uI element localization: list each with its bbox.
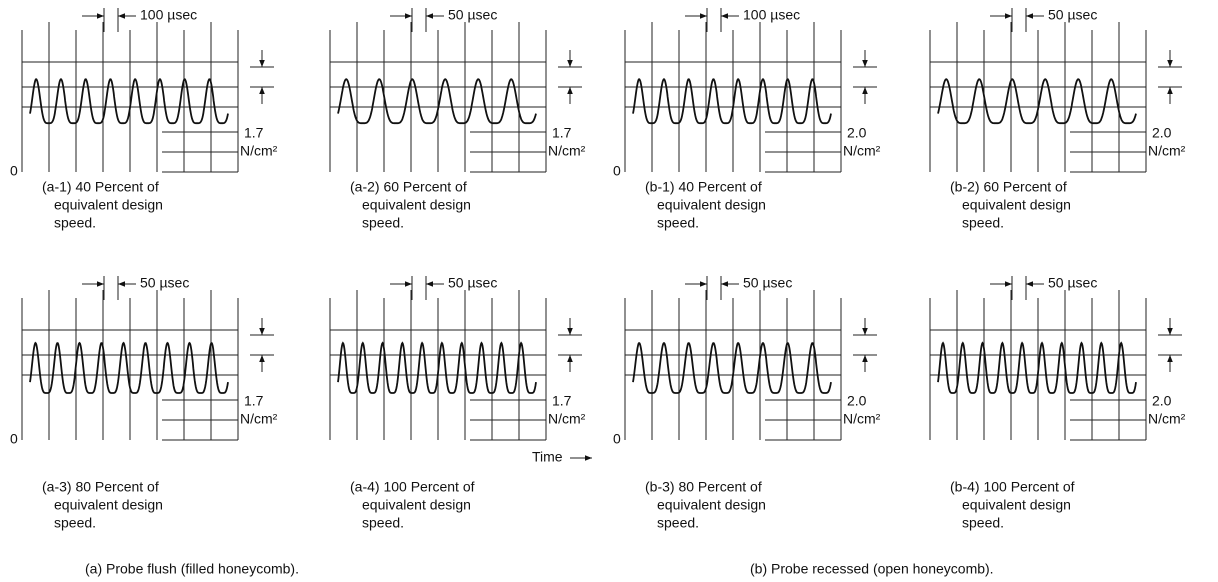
caption: speed.: [657, 215, 699, 231]
time-scale: 100 µsec: [743, 7, 800, 23]
pressure-unit: N/cm²: [1148, 143, 1186, 159]
pressure-scale: 1.7: [244, 125, 264, 141]
caption: speed.: [657, 515, 699, 531]
pressure-scale: 2.0: [1152, 125, 1172, 141]
trace: [337, 78, 537, 125]
pressure-unit: N/cm²: [548, 411, 586, 427]
time-scale: 50 µsec: [1048, 275, 1097, 291]
caption: (a-3) 80 Percent of: [42, 479, 159, 495]
zero-label: 0: [613, 163, 621, 179]
caption: (b-3) 80 Percent of: [645, 479, 762, 495]
pressure-scale: 2.0: [1152, 393, 1172, 409]
pressure-scale: 2.0: [847, 125, 867, 141]
caption: (b-4) 100 Percent of: [950, 479, 1075, 495]
caption: equivalent design: [962, 197, 1071, 213]
pressure-unit: N/cm²: [1148, 411, 1186, 427]
pressure-scale: 1.7: [244, 393, 264, 409]
time-scale: 50 µsec: [140, 275, 189, 291]
group-caption: (b) Probe recessed (open honeycomb).: [750, 561, 994, 577]
zero-label: 0: [10, 163, 18, 179]
group-caption: (a) Probe flush (filled honeycomb).: [85, 561, 299, 577]
caption: equivalent design: [54, 197, 163, 213]
caption: equivalent design: [54, 497, 163, 513]
pressure-unit: N/cm²: [240, 143, 278, 159]
time-scale: 50 µsec: [743, 275, 792, 291]
zero-label: 0: [10, 431, 18, 447]
zero-label: 0: [613, 431, 621, 447]
time-scale: 50 µsec: [448, 7, 497, 23]
caption: (b-2) 60 Percent of: [950, 179, 1067, 195]
caption: (a-1) 40 Percent of: [42, 179, 159, 195]
time-scale: 50 µsec: [1048, 7, 1097, 23]
caption: speed.: [54, 515, 96, 531]
trace: [632, 342, 832, 394]
pressure-scale: 1.7: [552, 393, 572, 409]
caption: (a-4) 100 Percent of: [350, 479, 475, 495]
trace: [29, 341, 229, 394]
caption: equivalent design: [362, 497, 471, 513]
caption: (b-1) 40 Percent of: [645, 179, 762, 195]
caption: speed.: [54, 215, 96, 231]
trace: [632, 78, 832, 125]
time-scale: 50 µsec: [448, 275, 497, 291]
pressure-unit: N/cm²: [843, 143, 881, 159]
caption: equivalent design: [657, 497, 766, 513]
pressure-scale: 1.7: [552, 125, 572, 141]
caption: equivalent design: [657, 197, 766, 213]
trace: [29, 78, 229, 125]
pressure-scale: 2.0: [847, 393, 867, 409]
pressure-unit: N/cm²: [548, 143, 586, 159]
caption: equivalent design: [962, 497, 1071, 513]
pressure-unit: N/cm²: [240, 411, 278, 427]
pressure-unit: N/cm²: [843, 411, 881, 427]
caption: speed.: [962, 515, 1004, 531]
caption: speed.: [362, 215, 404, 231]
trace: [937, 78, 1137, 125]
caption: speed.: [962, 215, 1004, 231]
trace: [937, 341, 1137, 394]
time-scale: 100 µsec: [140, 7, 197, 23]
caption: equivalent design: [362, 197, 471, 213]
caption: speed.: [362, 515, 404, 531]
time-label: Time: [532, 449, 563, 465]
trace: [337, 341, 537, 394]
caption: (a-2) 60 Percent of: [350, 179, 467, 195]
